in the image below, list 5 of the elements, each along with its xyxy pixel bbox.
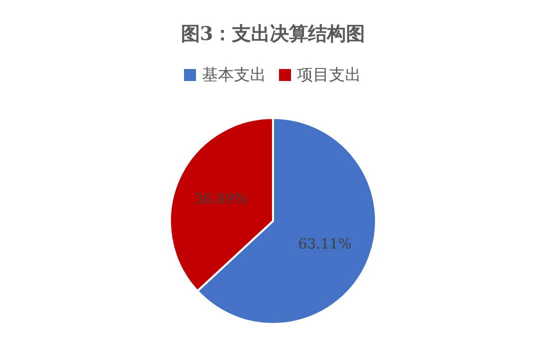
data-label: 36.89%: [194, 191, 248, 208]
chart-title: 图3：支出决算结构图: [180, 23, 366, 45]
legend-label: 基本支出: [202, 65, 266, 84]
legend-label: 项目支出: [297, 65, 361, 84]
data-label: 63.11%: [298, 236, 352, 253]
